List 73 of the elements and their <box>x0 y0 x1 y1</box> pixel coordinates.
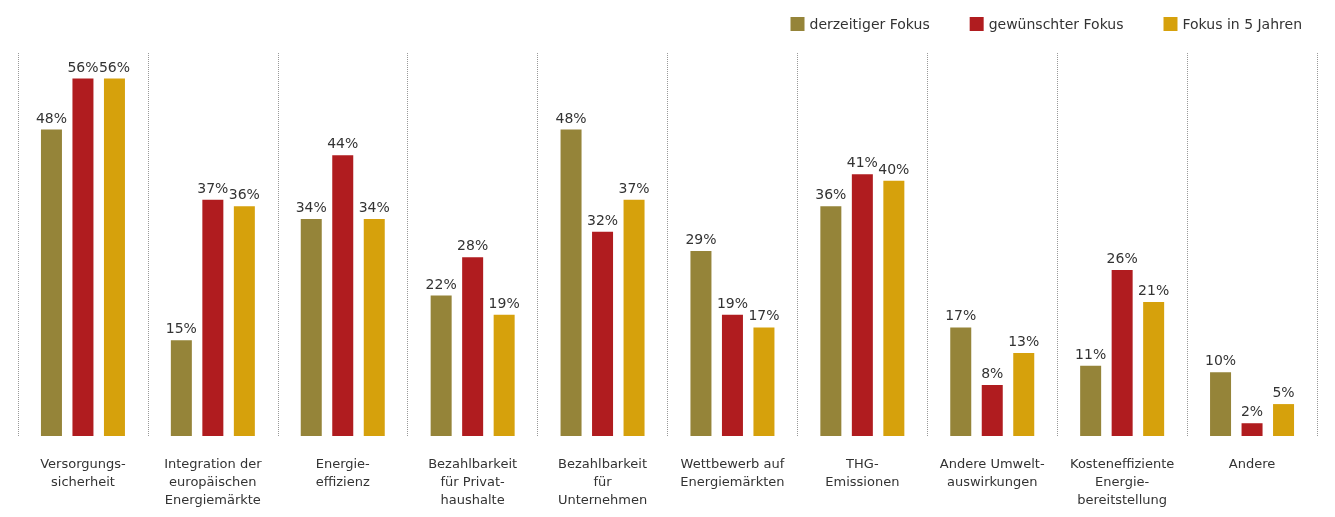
data-label: 21% <box>1138 281 1170 298</box>
legend-label: Fokus in 5 Jahren <box>1182 16 1302 32</box>
data-label: 17% <box>945 307 977 324</box>
data-label: 34% <box>295 198 327 215</box>
bar <box>1080 365 1102 436</box>
x-tick-label: Energie- effizienz <box>315 455 371 489</box>
bar <box>332 155 354 436</box>
bar <box>462 257 484 436</box>
data-label: 28% <box>457 237 489 254</box>
bar <box>883 180 905 436</box>
bar <box>1013 353 1035 436</box>
bar <box>1273 404 1295 436</box>
data-label: 36% <box>228 186 260 203</box>
bar <box>493 314 515 436</box>
data-label: 8% <box>981 364 1004 381</box>
data-label: 10% <box>1204 352 1237 369</box>
data-label: 48% <box>555 109 587 126</box>
data-label: 34% <box>358 198 390 215</box>
data-label: 13% <box>1008 333 1040 350</box>
data-label: 2% <box>1240 403 1264 420</box>
bar <box>753 327 775 436</box>
bar <box>1143 301 1165 436</box>
x-tick-label: Wettbewerb auf Energiemärkten <box>680 455 785 489</box>
legend-label: derzeitiger Fokus <box>809 16 930 32</box>
bar <box>1210 372 1232 436</box>
data-label: 19% <box>716 294 749 311</box>
data-label: 41% <box>846 154 878 171</box>
bar <box>560 129 582 436</box>
data-label: 37% <box>618 179 650 196</box>
bar <box>950 327 972 436</box>
x-tick-label: THG- Emissionen <box>825 455 900 489</box>
bar <box>721 314 743 436</box>
bar <box>820 206 842 436</box>
data-label: 56% <box>98 58 131 75</box>
bar <box>40 129 62 436</box>
bar <box>202 199 224 436</box>
bar <box>851 174 873 436</box>
x-tick-label: Versorgungs- sicherheit <box>40 455 127 489</box>
legend-label: gewünschter Fokus <box>988 16 1124 32</box>
bar <box>1111 270 1133 436</box>
bar <box>430 295 452 436</box>
x-tick-label: Andere <box>1228 455 1276 471</box>
x-tick-label: Integration der europäischen Energiemärkte <box>164 455 263 507</box>
data-label: 36% <box>815 186 847 203</box>
data-label: 37% <box>197 179 229 196</box>
x-tick-label: Andere Umwelt- auswirkungen <box>939 455 1045 489</box>
data-label: 15% <box>165 320 197 337</box>
data-label: 56% <box>67 58 99 75</box>
data-label: 44% <box>327 135 359 152</box>
data-label: 32% <box>586 211 619 228</box>
x-tick-label: Bezahlbarkeit für Privat- haushalte <box>428 455 518 507</box>
data-label: 26% <box>1106 250 1138 267</box>
data-label: 19% <box>488 294 520 311</box>
bar <box>233 206 255 436</box>
x-tick-label: Bezahlbarkeit für Unternehmen <box>557 455 648 507</box>
bar <box>363 218 385 436</box>
bar <box>623 199 645 436</box>
x-tick-label: Kosteneffiziente Energie- bereitstellung <box>1070 455 1175 507</box>
bar <box>72 78 94 436</box>
bar <box>1241 423 1263 436</box>
bar <box>981 384 1003 436</box>
bar <box>170 340 192 436</box>
bar <box>592 231 614 436</box>
data-label: 29% <box>685 230 717 247</box>
data-label: 40% <box>878 160 910 177</box>
data-label: 17% <box>748 307 780 324</box>
data-label: 5% <box>1272 384 1295 401</box>
data-label: 22% <box>425 275 457 292</box>
bar <box>300 218 322 436</box>
bar <box>690 250 712 436</box>
data-label: 11% <box>1075 345 1107 362</box>
data-label: 48% <box>35 109 68 126</box>
bar <box>103 78 125 436</box>
